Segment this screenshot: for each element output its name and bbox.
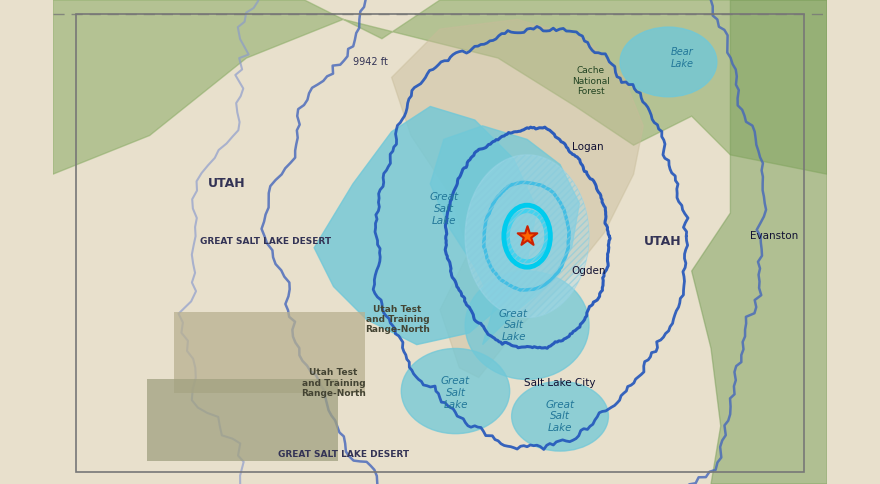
Text: Great
Salt
Lake: Great Salt Lake bbox=[546, 400, 575, 433]
Text: Great
Salt
Lake: Great Salt Lake bbox=[429, 193, 458, 226]
Polygon shape bbox=[392, 19, 643, 378]
Ellipse shape bbox=[401, 348, 510, 434]
Text: Ogden: Ogden bbox=[572, 266, 606, 276]
Text: Salt Lake City: Salt Lake City bbox=[524, 378, 596, 388]
Polygon shape bbox=[466, 155, 589, 318]
FancyBboxPatch shape bbox=[147, 379, 339, 461]
Polygon shape bbox=[692, 0, 827, 484]
Text: Utah Test
and Training
Range-North: Utah Test and Training Range-North bbox=[301, 368, 366, 398]
Text: Logan: Logan bbox=[572, 142, 604, 152]
Ellipse shape bbox=[466, 271, 589, 379]
Text: UTAH: UTAH bbox=[209, 178, 246, 190]
Text: Bear
Lake: Bear Lake bbox=[671, 47, 693, 69]
Point bbox=[520, 232, 534, 240]
Text: 9942 ft: 9942 ft bbox=[353, 57, 388, 67]
Polygon shape bbox=[430, 126, 579, 345]
Text: GREAT SALT LAKE DESERT: GREAT SALT LAKE DESERT bbox=[277, 451, 409, 459]
Ellipse shape bbox=[511, 381, 608, 451]
Polygon shape bbox=[53, 0, 827, 174]
Polygon shape bbox=[314, 106, 537, 345]
FancyBboxPatch shape bbox=[174, 312, 365, 393]
Ellipse shape bbox=[620, 27, 717, 97]
Text: Utah Test
and Training
Range-North: Utah Test and Training Range-North bbox=[365, 304, 429, 334]
Text: UTAH: UTAH bbox=[644, 236, 681, 248]
Text: Evanston: Evanston bbox=[750, 231, 798, 241]
Text: Cache
National
Forest: Cache National Forest bbox=[572, 66, 610, 96]
Text: GREAT SALT LAKE DESERT: GREAT SALT LAKE DESERT bbox=[200, 238, 332, 246]
Text: Great
Salt
Lake: Great Salt Lake bbox=[441, 377, 470, 409]
Text: Great
Salt
Lake: Great Salt Lake bbox=[499, 309, 528, 342]
